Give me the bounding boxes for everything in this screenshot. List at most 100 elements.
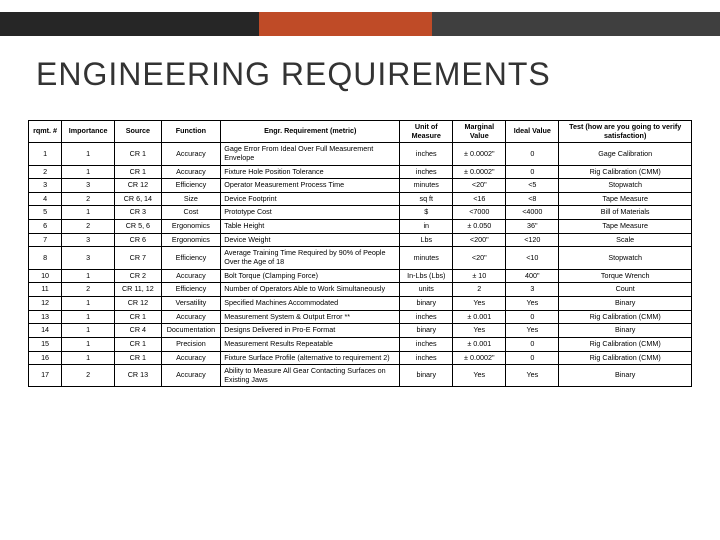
table-row: 172CR 13AccuracyAbility to Measure All G…: [29, 365, 692, 387]
table-row: 121CR 12VersatilitySpecified Machines Ac…: [29, 296, 692, 310]
table-cell: <8: [506, 192, 559, 206]
table-cell: 1: [62, 324, 115, 338]
table-cell: 2: [453, 283, 506, 297]
table-cell: <5: [506, 179, 559, 193]
table-cell: 16: [29, 351, 62, 365]
table-cell: Stopwatch: [559, 179, 692, 193]
table-row: 141CR 4DocumentationDesigns Delivered in…: [29, 324, 692, 338]
table-cell: Device Footprint: [221, 192, 400, 206]
table-cell: Count: [559, 283, 692, 297]
table-cell: 12: [29, 296, 62, 310]
table-row: 73CR 6ErgonomicsDevice WeightLbs<200"<12…: [29, 233, 692, 247]
page-title: ENGINEERING REQUIREMENTS: [36, 56, 551, 93]
table-cell: Rig Calibration (CMM): [559, 337, 692, 351]
col-header: rqmt. #: [29, 121, 62, 143]
table-cell: Table Height: [221, 220, 400, 234]
table-cell: ± 0.0002": [453, 143, 506, 165]
table-cell: 13: [29, 310, 62, 324]
table-cell: 10: [29, 269, 62, 283]
table-cell: CR 1: [115, 351, 161, 365]
table-cell: ± 10: [453, 269, 506, 283]
table-cell: 400": [506, 269, 559, 283]
table-cell: CR 6: [115, 233, 161, 247]
table-cell: Accuracy: [161, 365, 221, 387]
table-cell: Ergonomics: [161, 220, 221, 234]
table-cell: 1: [62, 337, 115, 351]
table-cell: CR 1: [115, 165, 161, 179]
table-cell: <120: [506, 233, 559, 247]
col-header: Engr. Requirement (metric): [221, 121, 400, 143]
table-cell: Fixture Hole Position Tolerance: [221, 165, 400, 179]
table-cell: CR 12: [115, 179, 161, 193]
table-cell: Cost: [161, 206, 221, 220]
table-cell: Binary: [559, 365, 692, 387]
table-cell: 0: [506, 310, 559, 324]
table-cell: <4000: [506, 206, 559, 220]
table-cell: CR 1: [115, 143, 161, 165]
table-cell: Rig Calibration (CMM): [559, 351, 692, 365]
table-cell: <200": [453, 233, 506, 247]
table-row: 101CR 2AccuracyBolt Torque (Clamping For…: [29, 269, 692, 283]
col-header: Ideal Value: [506, 121, 559, 143]
table-cell: <20": [453, 247, 506, 269]
table-row: 42CR 6, 14SizeDevice Footprintsq ft<16<8…: [29, 192, 692, 206]
table-row: 11CR 1AccuracyGage Error From Ideal Over…: [29, 143, 692, 165]
table-row: 51CR 3CostPrototype Cost$<7000<4000Bill …: [29, 206, 692, 220]
table-cell: 3: [62, 233, 115, 247]
bar-segment-dark: [0, 12, 259, 36]
table-cell: Accuracy: [161, 351, 221, 365]
table-cell: 1: [62, 165, 115, 179]
table-cell: Binary: [559, 324, 692, 338]
table-cell: 3: [62, 247, 115, 269]
table-cell: units: [400, 283, 453, 297]
table-cell: In-Lbs (Lbs): [400, 269, 453, 283]
requirements-table-wrap: rqmt. #ImportanceSourceFunctionEngr. Req…: [28, 120, 692, 387]
table-cell: Rig Calibration (CMM): [559, 165, 692, 179]
table-cell: Operator Measurement Process Time: [221, 179, 400, 193]
table-cell: 6: [29, 220, 62, 234]
table-cell: Stopwatch: [559, 247, 692, 269]
accent-top-bar: [0, 12, 720, 36]
table-cell: Size: [161, 192, 221, 206]
col-header: Importance: [62, 121, 115, 143]
table-body: 11CR 1AccuracyGage Error From Ideal Over…: [29, 143, 692, 387]
table-cell: Prototype Cost: [221, 206, 400, 220]
requirements-table: rqmt. #ImportanceSourceFunctionEngr. Req…: [28, 120, 692, 387]
table-cell: binary: [400, 296, 453, 310]
table-cell: 0: [506, 337, 559, 351]
table-cell: 4: [29, 192, 62, 206]
table-cell: Efficiency: [161, 247, 221, 269]
table-cell: Accuracy: [161, 269, 221, 283]
table-cell: CR 1: [115, 337, 161, 351]
table-cell: 5: [29, 206, 62, 220]
table-cell: inches: [400, 337, 453, 351]
table-row: 161CR 1AccuracyFixture Surface Profile (…: [29, 351, 692, 365]
table-cell: Fixture Surface Profile (alternative to …: [221, 351, 400, 365]
table-cell: 2: [62, 192, 115, 206]
table-cell: Gage Calibration: [559, 143, 692, 165]
table-cell: ± 0.001: [453, 337, 506, 351]
table-cell: inches: [400, 165, 453, 179]
table-cell: inches: [400, 143, 453, 165]
table-cell: Accuracy: [161, 165, 221, 179]
table-cell: <16: [453, 192, 506, 206]
table-cell: Documentation: [161, 324, 221, 338]
table-cell: Specified Machines Accommodated: [221, 296, 400, 310]
table-cell: Ability to Measure All Gear Contacting S…: [221, 365, 400, 387]
table-cell: CR 12: [115, 296, 161, 310]
table-cell: ± 0.001: [453, 310, 506, 324]
table-cell: Yes: [453, 324, 506, 338]
table-row: 21CR 1AccuracyFixture Hole Position Tole…: [29, 165, 692, 179]
table-cell: Yes: [453, 365, 506, 387]
table-cell: CR 11, 12: [115, 283, 161, 297]
table-cell: 1: [62, 310, 115, 324]
table-row: 62CR 5, 6ErgonomicsTable Heightin± 0.050…: [29, 220, 692, 234]
table-cell: Tape Measure: [559, 220, 692, 234]
table-cell: <10: [506, 247, 559, 269]
table-cell: 14: [29, 324, 62, 338]
table-cell: minutes: [400, 247, 453, 269]
table-cell: 1: [62, 296, 115, 310]
table-cell: Yes: [453, 296, 506, 310]
table-cell: CR 1: [115, 310, 161, 324]
table-cell: ± 0.0002": [453, 351, 506, 365]
